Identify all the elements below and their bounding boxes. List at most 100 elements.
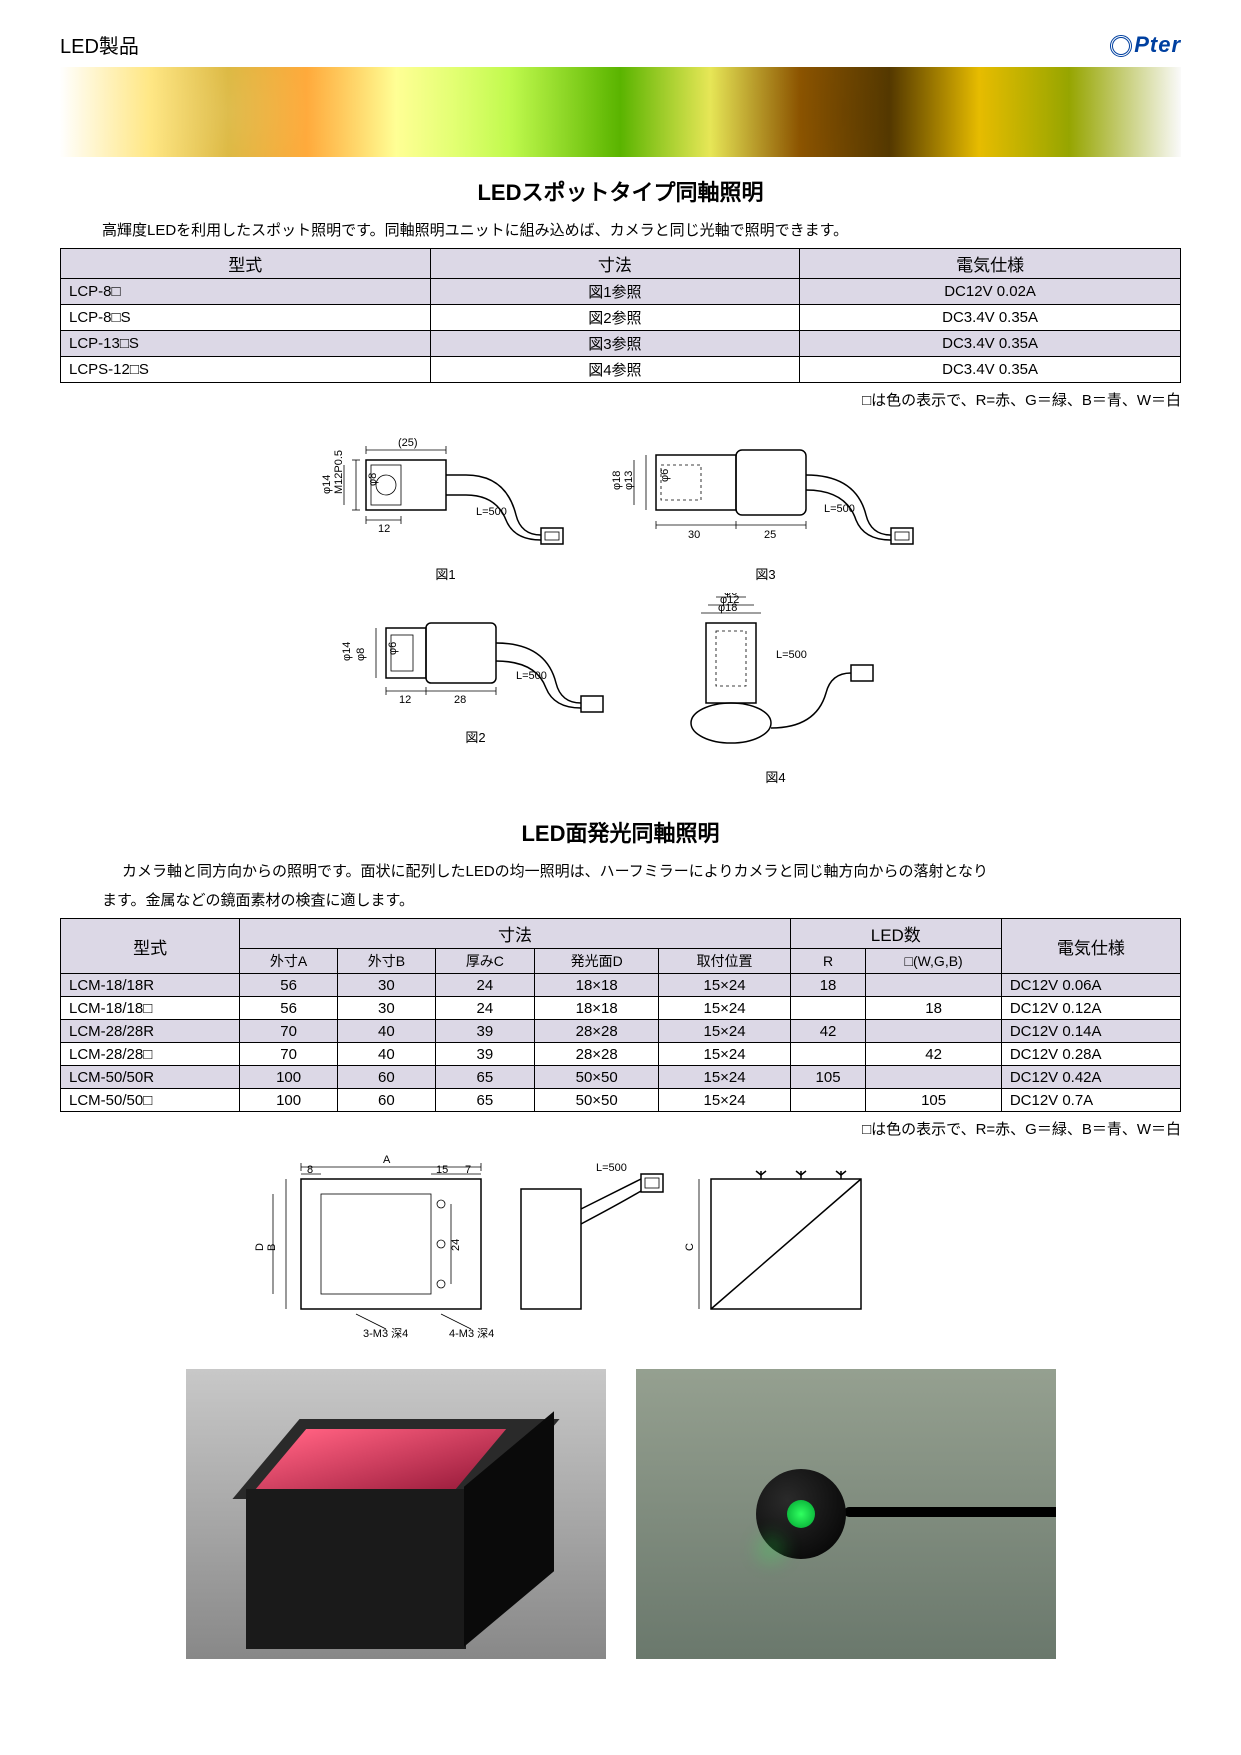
fig3-dim-left: φ18 [611, 471, 623, 490]
diag-D: D [254, 1243, 266, 1251]
cell-d: 50×50 [534, 1089, 658, 1112]
cell-a: 56 [240, 997, 338, 1020]
col2-led: LED数 [790, 919, 1001, 949]
cell-model: LCPS-12□S [61, 357, 431, 383]
cell-d: 18×18 [534, 997, 658, 1020]
fig2-cable: L=500 [516, 670, 547, 682]
cell-wgb [866, 1020, 1001, 1043]
cell-b: 30 [337, 997, 435, 1020]
cell-b: 60 [337, 1089, 435, 1112]
section1-diagrams: (25) φ14 M12P0.5 φ8 12 L=500 図1 [60, 420, 1181, 583]
diag-7: 7 [465, 1164, 471, 1176]
table-row: LCM-18/18□56302418×1815×2418DC12V 0.12A [61, 997, 1181, 1020]
cell-elec: DC12V 0.28A [1001, 1043, 1180, 1066]
cell-c: 24 [435, 997, 534, 1020]
table-row: LCM-50/50R100606550×5015×24105DC12V 0.42… [61, 1066, 1181, 1089]
logo-text: Pter [1134, 32, 1181, 57]
cell-c: 24 [435, 974, 534, 997]
subheader-cell: 外寸A [240, 949, 338, 974]
cell-elec: DC12V 0.14A [1001, 1020, 1180, 1043]
diag-note1: 3-M3 深4 [363, 1327, 408, 1339]
table-row: LCP-8□図1参照DC12V 0.02A [61, 279, 1181, 305]
table-row: LCM-50/50□100606550×5015×24105DC12V 0.7A [61, 1089, 1181, 1112]
subheader-cell: 外寸B [337, 949, 435, 974]
cell-pos: 15×24 [659, 974, 790, 997]
diagram-fig1: (25) φ14 M12P0.5 φ8 12 L=500 図1 [316, 420, 576, 583]
table-row: LCPS-12□S図4参照DC3.4V 0.35A [61, 357, 1181, 383]
cell-elec: DC3.4V 0.35A [800, 305, 1181, 331]
cell-c: 65 [435, 1066, 534, 1089]
cell-r [790, 1043, 866, 1066]
fig2-dim-left: φ14 [341, 642, 353, 661]
table-row: LCP-8□S図2参照DC3.4V 0.35A [61, 305, 1181, 331]
subheader-cell: R [790, 949, 866, 974]
col2-dim: 寸法 [240, 919, 791, 949]
logo: Pter [1110, 32, 1181, 58]
col2-elec: 電気仕様 [1001, 919, 1180, 974]
cell-wgb [866, 974, 1001, 997]
cell-a: 100 [240, 1089, 338, 1112]
section1-desc: 高輝度LEDを利用したスポット照明です。同軸照明ユニットに組み込めば、カメラと同… [102, 219, 1181, 240]
cell-model: LCM-18/18□ [61, 997, 240, 1020]
diag-15: 15 [436, 1164, 448, 1176]
fig3-dim-b1: 30 [688, 529, 700, 541]
table-row: LCM-18/18R56302418×1815×2418DC12V 0.06A [61, 974, 1181, 997]
fig2-dim-b1: 12 [399, 694, 411, 706]
fig2-caption: 図2 [336, 727, 616, 746]
cell-pos: 15×24 [659, 1043, 790, 1066]
fig2-dim-inner2: φ6 [387, 642, 399, 655]
cell-elec: DC3.4V 0.35A [800, 331, 1181, 357]
cell-model: LCP-13□S [61, 331, 431, 357]
table-row: LCM-28/28R70403928×2815×2442DC12V 0.14A [61, 1020, 1181, 1043]
fig3-dim-b2: 25 [764, 529, 776, 541]
diag-cable: L=500 [596, 1162, 627, 1174]
cell-model: LCM-50/50R [61, 1066, 240, 1089]
fig4-caption: 図4 [646, 767, 906, 786]
cell-dim: 図1参照 [430, 279, 800, 305]
banner-image [60, 67, 1181, 157]
cell-b: 40 [337, 1020, 435, 1043]
fig1-dim-bottom: 12 [378, 523, 390, 535]
diag-A: A [383, 1154, 391, 1166]
fig2-dim-inner1: φ8 [355, 648, 367, 661]
cell-model: LCM-18/18R [61, 974, 240, 997]
cell-dim: 図4参照 [430, 357, 800, 383]
cell-model: LCM-28/28R [61, 1020, 240, 1043]
diagram-fig3: φ18 φ13 φ6 30 25 L=500 図3 [606, 420, 926, 583]
section1-title: LEDスポットタイプ同軸照明 [60, 175, 1181, 207]
section2-desc1: カメラ軸と同方向からの照明です。面状に配列したLEDの均一照明は、ハーフミラーに… [122, 860, 1181, 881]
fig4-cable: L=500 [776, 649, 807, 661]
diagram-fig4: φ18 φ12 φ6 L=500 図4 [646, 593, 906, 786]
cell-b: 40 [337, 1043, 435, 1066]
cell-c: 39 [435, 1043, 534, 1066]
cell-c: 65 [435, 1089, 534, 1112]
diagram-fig2: φ14 φ8 φ6 12 28 L=500 図2 [336, 593, 616, 786]
cell-model: LCP-8□ [61, 279, 431, 305]
cell-d: 28×28 [534, 1020, 658, 1043]
cell-elec: DC3.4V 0.35A [800, 357, 1181, 383]
cell-pos: 15×24 [659, 997, 790, 1020]
diag-24: 24 [450, 1239, 462, 1251]
cell-pos: 15×24 [659, 1020, 790, 1043]
fig1-dim-left2: M12P0.5 [333, 450, 345, 494]
cell-d: 18×18 [534, 974, 658, 997]
cell-c: 39 [435, 1020, 534, 1043]
section1-note: □は色の表示で、R=赤、G＝緑、B＝青、W＝白 [60, 389, 1181, 410]
logo-ring-icon [1110, 35, 1132, 57]
cell-r: 18 [790, 974, 866, 997]
page-title: LED製品 [60, 30, 139, 59]
fig3-dim-inner1: φ13 [623, 471, 635, 490]
section2-desc2: ます。金属などの鏡面素材の検査に適します。 [102, 889, 1181, 910]
col-elec: 電気仕様 [800, 249, 1181, 279]
cell-b: 60 [337, 1066, 435, 1089]
cell-r [790, 1089, 866, 1112]
subheader-cell: 発光面D [534, 949, 658, 974]
cell-wgb: 18 [866, 997, 1001, 1020]
cell-wgb [866, 1066, 1001, 1089]
cell-elec: DC12V 0.06A [1001, 974, 1180, 997]
fig3-cable: L=500 [824, 503, 855, 515]
cell-r: 42 [790, 1020, 866, 1043]
cell-r [790, 997, 866, 1020]
section1-diagrams-b: φ14 φ8 φ6 12 28 L=500 図2 [60, 593, 1181, 786]
cell-d: 50×50 [534, 1066, 658, 1089]
